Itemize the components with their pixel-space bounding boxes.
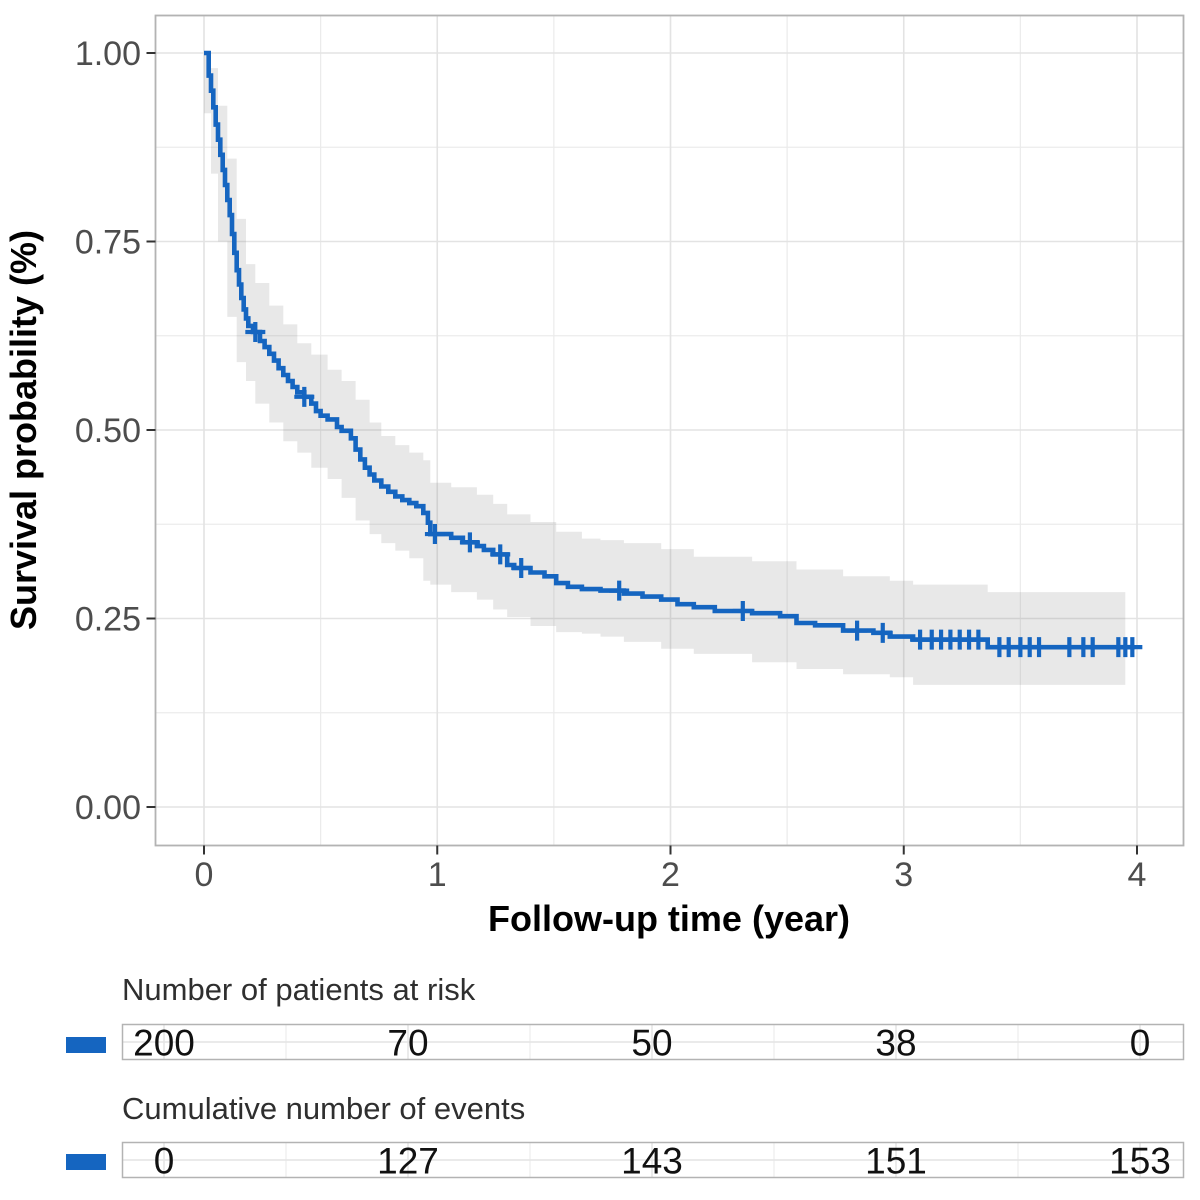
censor-mark (245, 321, 266, 342)
censor-mark (732, 600, 753, 621)
risk-value: 0 (1130, 1023, 1151, 1064)
events-table-title: Cumulative number of events (122, 1091, 525, 1126)
censor-mark (968, 629, 989, 650)
risk-table-border (121, 1023, 1185, 1061)
y-tick-label: 0.00 (75, 789, 141, 827)
x-tick-label: 0 (195, 856, 214, 894)
censor-mark (1122, 637, 1143, 658)
x-tick-labels: 0 1 2 3 4 (195, 856, 1147, 894)
risk-table-title: Number of patients at risk (122, 972, 476, 1007)
censor-mark (294, 386, 315, 407)
y-tick-label: 0.25 (75, 601, 141, 639)
axis-ticks (146, 52, 1138, 855)
censor-marks-layer (245, 321, 1143, 658)
event-value: 127 (377, 1141, 439, 1182)
censor-mark (609, 580, 630, 601)
km-curve-layer (204, 50, 1133, 650)
censor-mark (1029, 637, 1050, 658)
gridlines-minor (155, 15, 1184, 846)
censor-mark (459, 532, 480, 553)
km-curve (204, 50, 1133, 650)
x-tick-label: 2 (661, 856, 680, 894)
censor-mark (424, 524, 445, 545)
legend-swatch-events (66, 1154, 106, 1170)
x-axis-title: Follow-up time (year) (488, 898, 850, 939)
events-table-values: 0 127 143 151 153 (154, 1141, 1171, 1182)
y-tick-label: 1.00 (75, 35, 141, 73)
censor-mark (872, 622, 893, 643)
events-table-border (121, 1141, 1185, 1179)
event-value: 153 (1109, 1141, 1171, 1182)
y-tick-labels: 0.00 0.25 0.50 0.75 1.00 (75, 35, 141, 827)
risk-value: 50 (631, 1023, 672, 1064)
risk-table-grid (122, 1024, 1184, 1060)
censor-mark (511, 557, 532, 578)
y-axis-title: Survival probability (%) (3, 230, 44, 630)
x-tick-label: 1 (428, 856, 447, 894)
event-value: 151 (865, 1141, 927, 1182)
gridlines-major (155, 15, 1184, 846)
risk-value: 70 (387, 1023, 428, 1064)
censor-mark (847, 620, 868, 641)
risk-value: 200 (133, 1023, 195, 1064)
risk-value: 38 (875, 1023, 916, 1064)
x-tick-label: 4 (1128, 856, 1147, 894)
censor-mark (1082, 637, 1103, 658)
censor-mark (490, 544, 511, 565)
y-tick-label: 0.75 (75, 224, 141, 262)
x-tick-label: 3 (894, 856, 913, 894)
risk-table-values: 200 70 50 38 0 (133, 1023, 1150, 1064)
legend-swatch-risk (66, 1037, 106, 1053)
events-table-grid (122, 1142, 1184, 1178)
event-value: 143 (621, 1141, 683, 1182)
event-value: 0 (154, 1141, 175, 1182)
y-tick-label: 0.50 (75, 412, 141, 450)
